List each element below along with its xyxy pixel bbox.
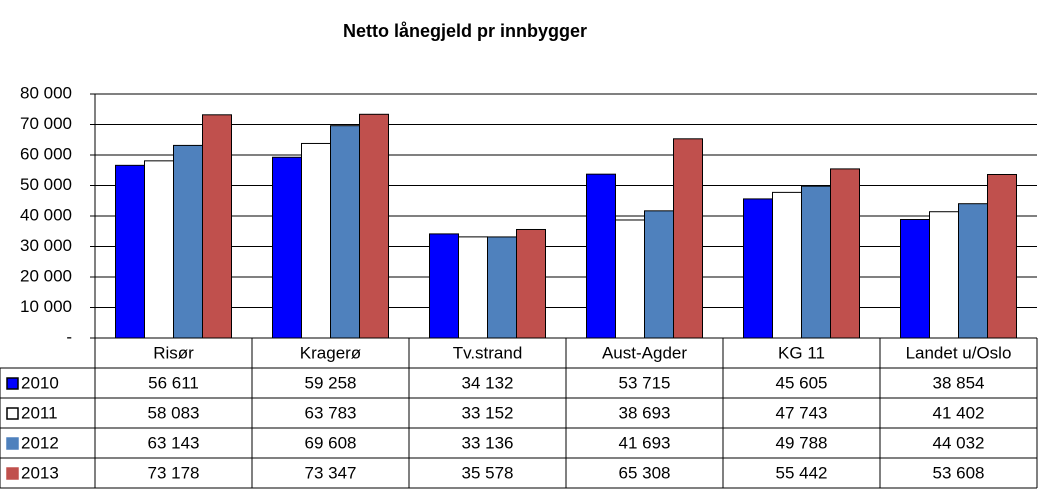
x-tick-label: KG 11	[778, 343, 825, 362]
bar	[115, 164, 145, 339]
y-tick-label: 60 000	[20, 144, 72, 163]
value-label: 44 032	[933, 433, 985, 452]
bar	[516, 228, 546, 339]
value-label: 33 136	[462, 433, 514, 452]
value-label: 35 578	[462, 463, 514, 482]
legend-swatch	[6, 437, 19, 450]
value-label: 49 788	[776, 433, 828, 452]
bar	[487, 236, 517, 339]
y-tick-label: 80 000	[20, 83, 72, 102]
value-label: 34 132	[462, 373, 514, 392]
x-tick-label: Kragerø	[300, 343, 361, 362]
value-label: 55 442	[776, 463, 828, 482]
value-label: 58 083	[148, 403, 200, 422]
value-label: 47 743	[776, 403, 828, 422]
bar	[272, 156, 302, 339]
bar	[458, 236, 488, 339]
bar	[173, 144, 203, 339]
legend-label: 2011	[21, 403, 58, 422]
value-label: 38 693	[619, 403, 671, 422]
bar	[144, 160, 174, 339]
value-label: 53 715	[619, 373, 671, 392]
bar	[830, 168, 860, 339]
y-tick-label: 20 000	[20, 266, 72, 285]
value-label: 59 258	[305, 373, 357, 392]
x-tick-label: Risør	[153, 343, 194, 362]
legend-swatch	[6, 407, 19, 420]
bar	[900, 218, 930, 339]
bar	[586, 173, 616, 339]
value-label: 53 608	[933, 463, 985, 482]
value-label: 41 693	[619, 433, 671, 452]
bar	[359, 113, 389, 339]
bar	[301, 142, 331, 339]
y-tick-label: -	[66, 327, 72, 346]
chart-title: Netto lånegjeld pr innbygger	[343, 21, 587, 41]
value-label: 63 783	[305, 403, 357, 422]
y-tick-label: 10 000	[20, 297, 72, 316]
x-tick-label: Tv.strand	[453, 343, 523, 362]
value-label: 56 611	[148, 373, 199, 392]
value-label: 69 608	[305, 433, 357, 452]
legend-swatch	[6, 377, 19, 390]
bar	[801, 185, 831, 339]
bar	[615, 219, 645, 339]
value-label: 73 178	[148, 463, 200, 482]
y-tick-label: 40 000	[20, 205, 72, 224]
y-tick-label: 30 000	[20, 236, 72, 255]
value-label: 63 143	[148, 433, 200, 452]
value-label: 41 402	[933, 403, 985, 422]
value-label: 33 152	[462, 403, 514, 422]
x-tick-label: Landet u/Oslo	[906, 343, 1012, 362]
value-label: 45 605	[776, 373, 828, 392]
bar	[673, 138, 703, 339]
bar	[330, 125, 360, 339]
y-tick-label: 70 000	[20, 114, 72, 133]
bar	[429, 233, 459, 339]
bar	[987, 173, 1017, 339]
legend-swatch	[6, 467, 19, 480]
legend-label: 2012	[21, 433, 59, 452]
legend-label: 2013	[21, 463, 59, 482]
y-tick-label: 50 000	[20, 175, 72, 194]
value-label: 65 308	[619, 463, 671, 482]
bar	[202, 114, 232, 339]
bar	[958, 203, 988, 339]
x-tick-label: Aust-Agder	[602, 343, 687, 362]
value-label: 38 854	[933, 373, 985, 392]
legend-label: 2010	[21, 373, 59, 392]
bar	[772, 191, 802, 339]
bar	[644, 210, 674, 339]
value-label: 73 347	[305, 463, 357, 482]
bar	[743, 198, 773, 339]
bar	[929, 211, 959, 339]
